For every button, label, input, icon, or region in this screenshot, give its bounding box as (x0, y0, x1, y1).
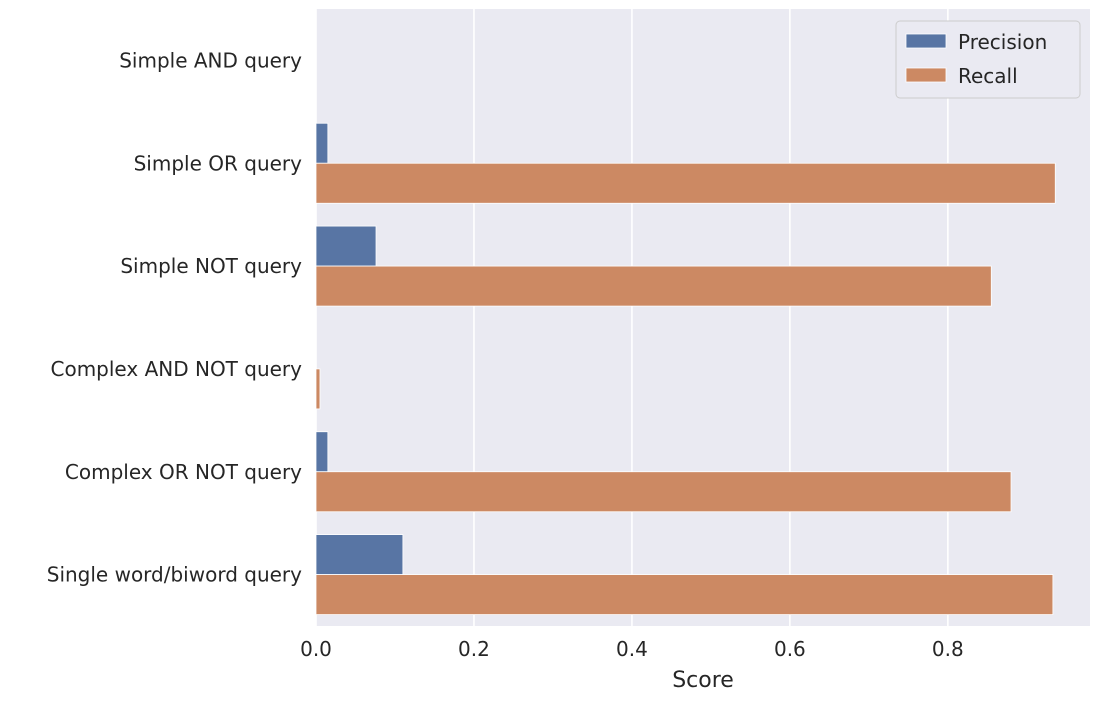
bar-precision (315, 122, 329, 164)
y-tick-label: Simple NOT query (120, 254, 302, 278)
legend-label-precision: Precision (958, 30, 1047, 54)
plot-background (316, 9, 1090, 626)
bars (315, 122, 1056, 615)
bar-precision (315, 534, 404, 575)
bar-precision (315, 431, 329, 473)
y-tick-label: Single word/biword query (47, 563, 302, 587)
x-axis-title: Score (672, 668, 734, 693)
legend-swatch-recall (905, 67, 947, 83)
x-tick-labels: 0.0 0.2 0.4 0.6 0.8 (300, 637, 964, 661)
legend-label-recall: Recall (958, 64, 1018, 88)
bar-recall (315, 574, 1054, 615)
y-tick-label: Simple AND query (119, 48, 302, 72)
y-tick-label: Simple OR query (134, 151, 303, 175)
y-tick-labels: Simple AND query Simple OR query Simple NO… (47, 48, 302, 586)
bar-recall (315, 368, 321, 410)
y-tick-label: Complex AND NOT query (51, 357, 303, 381)
x-tick-label: 0.2 (458, 637, 490, 661)
bar-recall (315, 471, 1012, 513)
x-tick-label: 0.8 (932, 637, 964, 661)
legend-swatch-precision (905, 33, 947, 49)
gridlines (315, 9, 949, 626)
x-tick-label: 0.6 (774, 637, 806, 661)
bar-precision (315, 225, 377, 267)
bar-recall (315, 162, 1056, 204)
x-tick-label: 0.4 (616, 637, 648, 661)
x-tick-label: 0.0 (300, 637, 332, 661)
legend: Precision Recall (895, 20, 1081, 99)
bar-recall (315, 265, 992, 307)
y-tick-label: Complex OR NOT query (65, 460, 302, 484)
